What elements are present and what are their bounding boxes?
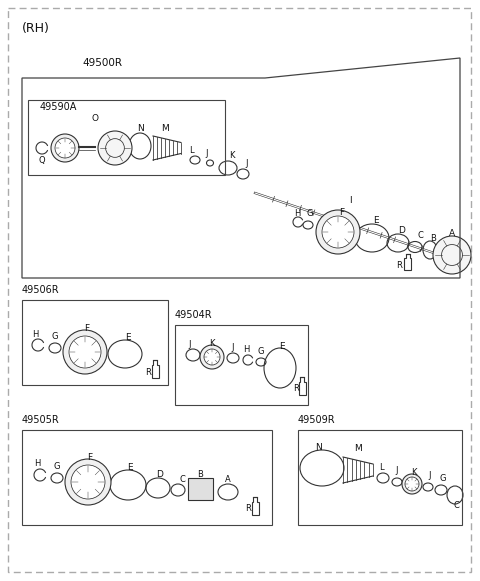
Circle shape	[65, 459, 111, 505]
Polygon shape	[152, 360, 158, 378]
Text: H: H	[294, 209, 300, 217]
Text: C: C	[179, 475, 185, 483]
Text: J: J	[206, 149, 208, 157]
Text: 49504R: 49504R	[175, 310, 213, 320]
Text: R: R	[293, 383, 299, 393]
Text: I: I	[348, 195, 351, 205]
Text: M: M	[354, 443, 362, 453]
Text: E: E	[279, 342, 285, 350]
Text: Q: Q	[39, 156, 45, 164]
Text: F: F	[84, 324, 90, 332]
Text: E: E	[125, 332, 131, 342]
Polygon shape	[252, 497, 259, 515]
Bar	[188, 478, 213, 500]
Text: A: A	[449, 228, 455, 238]
Text: J: J	[189, 339, 191, 349]
Text: F: F	[87, 453, 93, 461]
Text: R: R	[245, 504, 251, 512]
Text: J: J	[396, 465, 398, 475]
Circle shape	[433, 236, 471, 274]
Text: 49509R: 49509R	[298, 415, 336, 425]
Text: 49506R: 49506R	[22, 285, 60, 295]
Polygon shape	[299, 377, 305, 395]
Text: E: E	[127, 462, 133, 472]
Text: 49505R: 49505R	[22, 415, 60, 425]
Polygon shape	[405, 254, 411, 270]
Circle shape	[316, 210, 360, 254]
Text: G: G	[440, 474, 446, 482]
Text: B: B	[430, 234, 436, 242]
Text: G: G	[54, 461, 60, 471]
Text: H: H	[32, 329, 38, 339]
Text: N: N	[314, 443, 322, 451]
Text: J: J	[246, 159, 248, 167]
Circle shape	[55, 138, 75, 158]
Text: G: G	[52, 332, 58, 340]
Text: E: E	[373, 216, 379, 224]
Text: C: C	[453, 500, 459, 510]
Circle shape	[69, 336, 101, 368]
Text: G: G	[307, 209, 313, 217]
Text: N: N	[137, 124, 144, 132]
Text: L: L	[379, 462, 384, 472]
Circle shape	[204, 349, 220, 365]
Text: D: D	[156, 469, 163, 479]
Text: (RH): (RH)	[22, 22, 50, 35]
Circle shape	[71, 465, 105, 499]
Text: H: H	[243, 345, 249, 353]
Text: R: R	[145, 368, 151, 376]
Circle shape	[98, 131, 132, 165]
Text: K: K	[229, 150, 235, 160]
Circle shape	[200, 345, 224, 369]
Text: C: C	[417, 231, 423, 239]
Text: G: G	[258, 346, 264, 356]
Text: L: L	[189, 145, 193, 155]
Text: 49500R: 49500R	[82, 58, 122, 68]
Circle shape	[51, 134, 79, 162]
Circle shape	[405, 477, 419, 491]
Text: H: H	[34, 458, 40, 468]
Text: J: J	[429, 471, 431, 479]
Text: R: R	[396, 260, 402, 270]
Text: B: B	[197, 469, 203, 479]
Text: 49590A: 49590A	[40, 102, 77, 112]
Text: D: D	[398, 225, 406, 235]
Circle shape	[63, 330, 107, 374]
Text: O: O	[92, 113, 98, 123]
Text: F: F	[339, 207, 345, 217]
Text: K: K	[209, 339, 215, 347]
Text: M: M	[161, 124, 169, 132]
Text: J: J	[232, 343, 234, 352]
Circle shape	[402, 474, 422, 494]
Text: A: A	[225, 475, 231, 483]
Circle shape	[322, 216, 354, 248]
Text: K: K	[411, 468, 417, 476]
